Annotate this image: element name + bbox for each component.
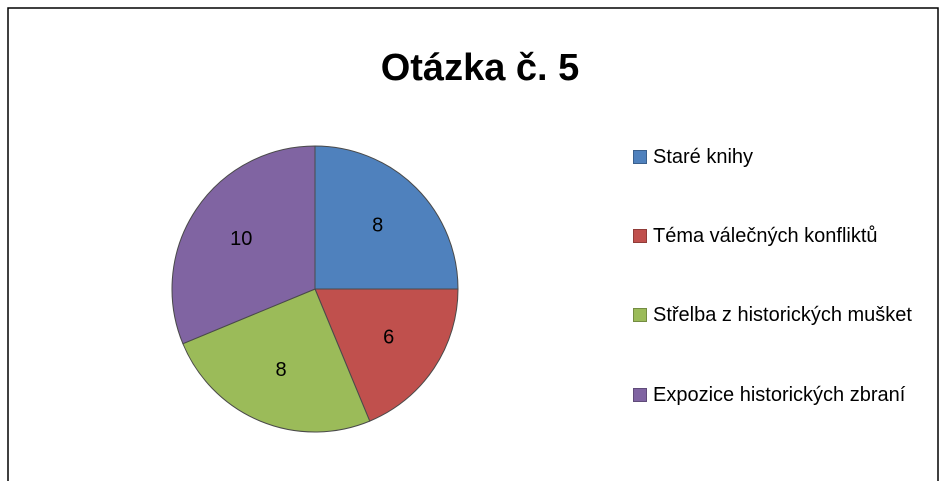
legend-swatch bbox=[633, 229, 647, 243]
legend-item: Expozice historických zbraní bbox=[633, 380, 933, 410]
data-label: 10 bbox=[230, 228, 252, 250]
legend-item: Staré knihy bbox=[633, 142, 933, 172]
pie-slice bbox=[314, 145, 459, 290]
legend-swatch bbox=[633, 388, 647, 402]
legend-swatch bbox=[633, 150, 647, 164]
data-label: 6 bbox=[383, 327, 394, 349]
legend-label: Staré knihy bbox=[653, 146, 754, 168]
pie-slice bbox=[171, 145, 316, 345]
legend-label: Téma válečných konfliktů bbox=[653, 225, 878, 247]
chart-title: Otázka č. 5 bbox=[381, 47, 580, 89]
pie-slice bbox=[314, 288, 459, 422]
legend-item: Střelba z historických mušket bbox=[633, 300, 933, 330]
chart-border bbox=[7, 7, 939, 481]
data-label: 8 bbox=[372, 215, 383, 237]
legend-swatch bbox=[633, 308, 647, 322]
data-label: 8 bbox=[276, 359, 287, 381]
legend-label: Expozice historických zbraní bbox=[653, 384, 906, 406]
legend-item: Téma válečných konfliktů bbox=[633, 221, 933, 251]
legend-label: Střelba z historických mušket bbox=[653, 304, 912, 326]
